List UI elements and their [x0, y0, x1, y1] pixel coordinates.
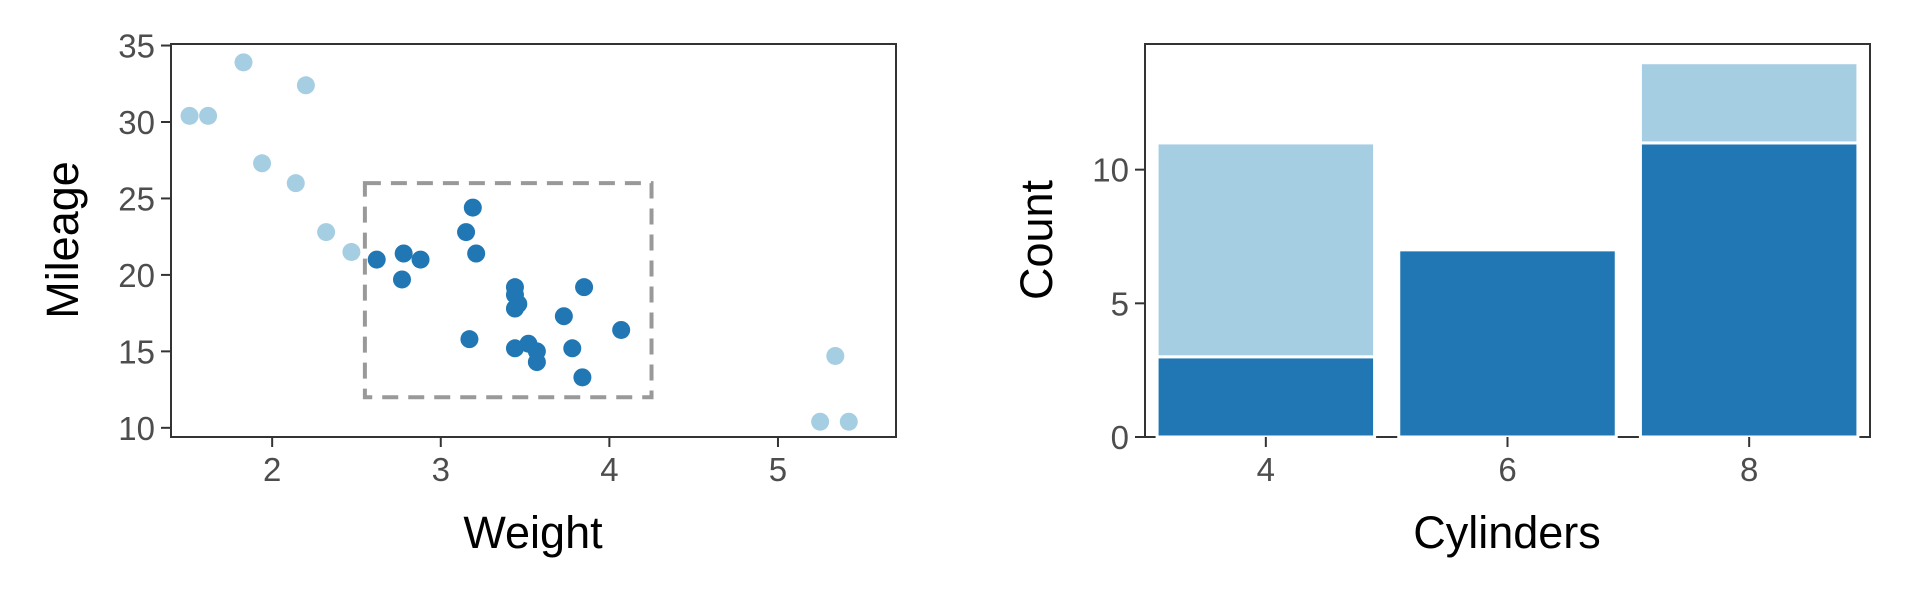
x-tick-label: 4 — [1257, 451, 1275, 488]
y-tick-label: 15 — [118, 333, 155, 370]
selected-point — [563, 339, 582, 358]
y-tick-label: 30 — [118, 104, 155, 141]
bar-panel: 0 5 10 4 6 8 Cylinders Count — [1011, 43, 1871, 558]
x-tick-label: 8 — [1740, 451, 1758, 488]
selected-point — [463, 198, 482, 217]
scatter-x-axis: 2 3 4 5 — [263, 437, 787, 488]
unselected-point — [234, 53, 253, 72]
bar-selected-segment — [1638, 141, 1860, 439]
scatter-y-axis-title: Mileage — [37, 161, 88, 319]
unselected-point — [286, 174, 305, 193]
selected-point — [457, 223, 476, 242]
selected-point — [554, 307, 573, 326]
unselected-point — [296, 76, 315, 95]
y-tick-label: 5 — [1111, 285, 1129, 322]
bar-unselected-segment — [1155, 141, 1377, 359]
unselected-point — [180, 106, 199, 125]
y-tick-label: 35 — [118, 28, 155, 65]
unselected-point — [839, 412, 858, 431]
selected-point — [394, 244, 413, 263]
x-tick-label: 4 — [600, 451, 618, 488]
x-tick-label: 6 — [1498, 451, 1516, 488]
selected-point — [460, 330, 479, 349]
bar-unselected-segment — [1638, 61, 1860, 145]
unselected-point — [826, 346, 845, 365]
y-tick-label: 25 — [118, 180, 155, 217]
bar-x-axis: 4 6 8 — [1257, 437, 1758, 488]
x-tick-label: 2 — [263, 451, 281, 488]
y-tick-label: 10 — [118, 410, 155, 447]
bar-x-axis-title: Cylinders — [1413, 507, 1601, 558]
selected-point — [527, 353, 546, 372]
unselected-point — [253, 154, 272, 173]
selected-point — [612, 320, 631, 339]
bar-marks — [1155, 61, 1860, 439]
y-tick-label: 0 — [1111, 419, 1129, 456]
x-tick-label: 3 — [432, 451, 450, 488]
unselected-point — [199, 106, 218, 125]
scatter-x-axis-title: Weight — [463, 507, 603, 558]
unselected-point — [811, 412, 830, 431]
scatter-y-axis: 10 15 20 25 30 35 — [118, 28, 171, 447]
selected-point — [467, 244, 486, 263]
scatter-plot-frame — [170, 43, 897, 438]
selected-point — [392, 270, 411, 289]
unselected-point — [317, 223, 336, 242]
scatter-panel: 10 15 20 25 30 35 2 3 4 5 Weight Mileage — [37, 28, 897, 558]
unselected-point — [342, 242, 361, 261]
selected-point — [509, 294, 528, 313]
x-tick-label: 5 — [769, 451, 787, 488]
bar-y-axis-title: Count — [1011, 179, 1062, 300]
bar-y-axis: 0 5 10 — [1092, 152, 1145, 456]
y-tick-label: 10 — [1092, 152, 1129, 189]
brush-selection-box[interactable] — [362, 181, 654, 400]
bar-selected-segment — [1397, 248, 1618, 439]
selected-point — [573, 368, 592, 387]
selected-point — [411, 250, 430, 269]
selected-point — [367, 250, 386, 269]
selected-point — [575, 278, 594, 297]
y-tick-label: 20 — [118, 257, 155, 294]
scatter-points — [180, 53, 858, 431]
bar-selected-segment — [1155, 355, 1377, 439]
